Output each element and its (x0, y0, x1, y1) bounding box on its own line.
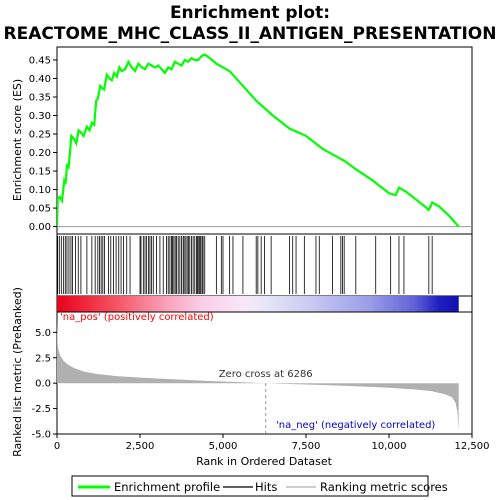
x-axis-label: Rank in Ordered Dataset (196, 455, 333, 468)
x-tick-label: 12,500 (455, 441, 490, 452)
legend: Enrichment profile Hits Ranking metric s… (71, 475, 448, 497)
metric-panel: -5.0 -2.5 0.0 2.5 5.0 Zero cross at 6286 'na… (31, 311, 473, 441)
rank-color-gradient (57, 296, 459, 312)
es-y-tick-label: 0.10 (29, 185, 51, 196)
es-y-tick-label: 0.45 (29, 55, 51, 66)
x-tick-label: 2,500 (126, 441, 155, 452)
chart-title-line2: REACTOME_MHC_CLASS_II_ANTIGEN_PRESENTATI… (4, 24, 497, 44)
metric-y-tick-label: -5.0 (31, 430, 51, 441)
metric-y-tick-label: 2.5 (35, 353, 51, 364)
es-frame (56, 46, 473, 235)
negative-label: 'na_neg' (negatively correlated) (276, 420, 435, 431)
x-tick-label: 0 (54, 441, 60, 452)
es-y-tick-label: 0.25 (29, 130, 51, 141)
zero-cross-label: Zero cross at 6286 (219, 369, 313, 380)
chart-title-line1: Enrichment plot: (170, 3, 330, 23)
x-tick-label: 7,500 (292, 441, 321, 452)
hits-panel (56, 233, 473, 297)
es-y-tick-label: 0.30 (29, 111, 51, 122)
legend-es-label: Enrichment profile (114, 480, 220, 494)
legend-frame (71, 475, 429, 497)
metric-axis-label: Ranked list metric (PreRanked) (11, 287, 24, 457)
enrichment-profile-line (57, 53, 460, 228)
metric-y-tick-label: 0.0 (35, 379, 51, 390)
es-y-tick-label: 0.20 (29, 148, 51, 159)
positive-label: 'na_pos' (positively correlated) (60, 312, 214, 323)
x-tick-label: 5,000 (209, 441, 238, 452)
legend-metric-label: Ranking metric scores (320, 480, 448, 494)
metric-y-tick-label: -2.5 (31, 404, 51, 415)
es-y-tick-label: 0.05 (29, 204, 51, 215)
es-y-tick-label: 0.00 (29, 222, 51, 233)
es-panel: 0.00 0.05 0.10 0.15 0.20 0.25 0.30 0.35 0.40 0.45 (29, 46, 473, 235)
es-axis-label: Enrichment score (ES) (11, 79, 24, 201)
es-y-tick-label: 0.15 (29, 167, 51, 178)
metric-y-tick-label: 5.0 (35, 328, 51, 339)
es-y-tick-label: 0.40 (29, 74, 51, 85)
x-tick-label: 10,000 (372, 441, 407, 452)
legend-hits-label: Hits (255, 480, 277, 494)
es-y-tick-label: 0.35 (29, 92, 51, 103)
